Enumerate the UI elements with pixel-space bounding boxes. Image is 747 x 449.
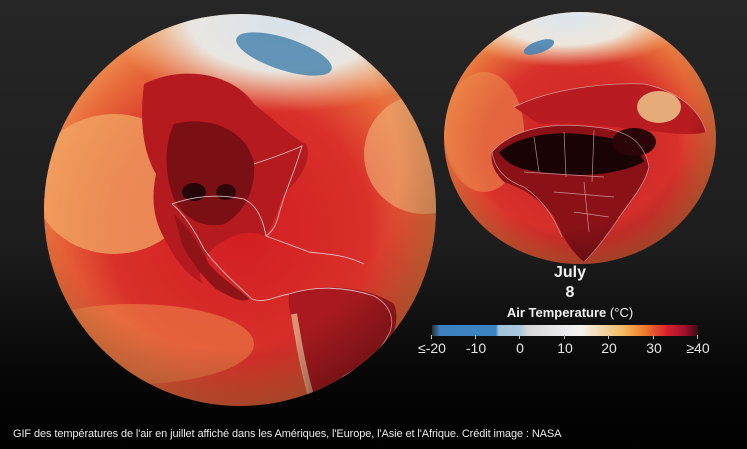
tick-label: -10	[456, 335, 496, 358]
legend-title-text: Air Temperature	[506, 305, 607, 320]
tick-label: ≤-20	[412, 335, 452, 358]
legend-unit: (°C)	[609, 305, 634, 320]
date-month: July	[553, 264, 586, 281]
globe-americas	[44, 14, 436, 406]
image-caption: GIF des températures de l'air en juillet…	[13, 428, 562, 440]
globe-africa-graphic	[444, 12, 716, 264]
tick-label: 20	[589, 335, 629, 358]
globe-europe-africa-asia	[444, 12, 716, 264]
tick-label: 0	[500, 335, 540, 358]
legend-title: Air Temperature (°C)	[490, 305, 650, 320]
date-day: 8	[565, 284, 575, 301]
tick-label: 10	[545, 335, 585, 358]
temperature-colorbar	[432, 325, 698, 336]
tick-label: 30	[634, 335, 674, 358]
colorbar-ticks: ≤-20 -10 0 10 20 30 ≥40	[410, 335, 720, 362]
tick-label: ≥40	[678, 335, 718, 358]
globe-americas-graphic	[44, 14, 436, 406]
